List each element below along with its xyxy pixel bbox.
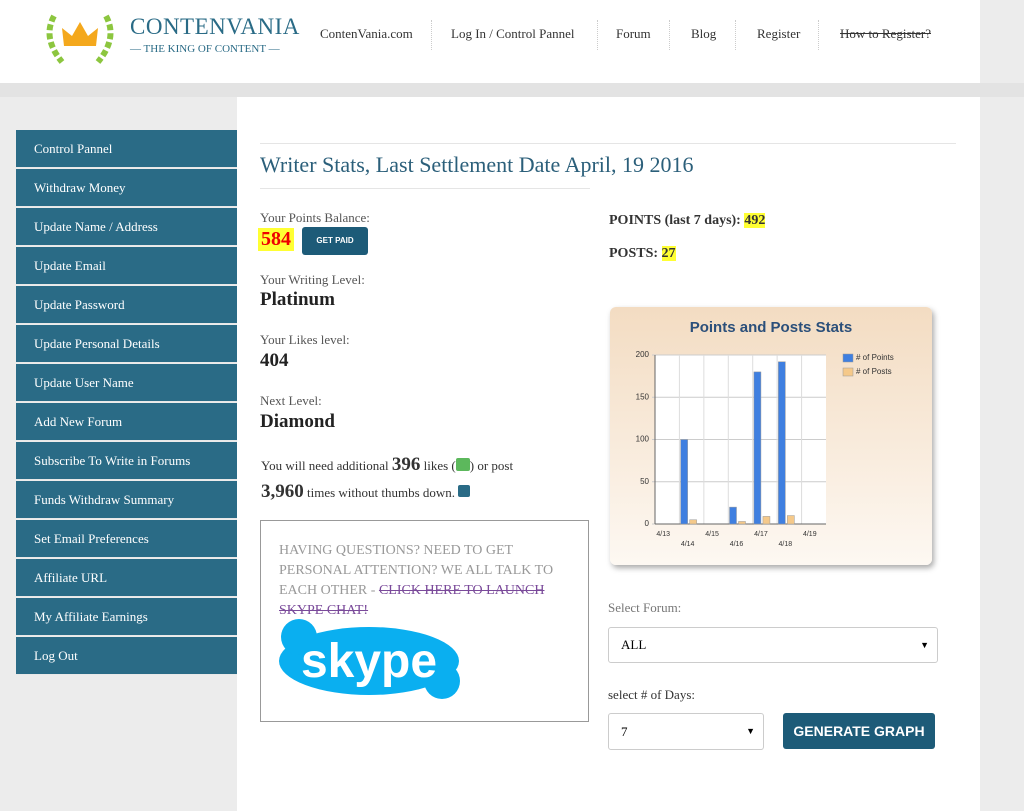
x-tick-label: 4/17 — [754, 531, 768, 538]
bar — [778, 361, 786, 525]
nav-link[interactable]: Forum — [616, 26, 651, 41]
logo-tagline: — THE KING OF CONTENT — — [130, 43, 280, 55]
logo-icon — [46, 14, 114, 64]
nav-separator — [669, 20, 670, 50]
bar — [729, 506, 737, 525]
text: ) or post — [469, 458, 514, 473]
nav-link[interactable]: How to Register? — [840, 26, 931, 41]
y-tick-label: 50 — [640, 477, 649, 486]
y-tick-label: 200 — [636, 350, 650, 359]
select-value: 7 — [621, 724, 628, 739]
x-tick-label: 4/19 — [803, 531, 817, 538]
label: select # of Days: — [608, 687, 696, 702]
divider — [0, 83, 1024, 97]
posts-needed: 3,960 — [261, 481, 304, 502]
sidebar-link[interactable]: Update Personal Details — [16, 325, 237, 363]
legend-label: # of Points — [856, 353, 894, 362]
next-level: Diamond — [260, 411, 335, 432]
sidebar-link[interactable]: Add New Forum — [16, 403, 237, 441]
legend-label: # of Posts — [856, 367, 892, 376]
nav-separator — [818, 20, 819, 50]
nav-separator — [735, 20, 736, 50]
sidebar-link[interactable]: Update Email — [16, 247, 237, 285]
forum-select[interactable]: ALL ▼ — [608, 627, 938, 663]
label: Next Level: — [260, 393, 322, 408]
thumbs-down-icon — [458, 485, 471, 497]
sidebar-link[interactable]: Set Email Preferences — [16, 520, 237, 558]
bar — [680, 439, 688, 525]
x-tick-label: 4/18 — [779, 541, 793, 548]
x-tick-label: 4/13 — [656, 531, 670, 538]
nav-link[interactable]: ContenVania.com — [320, 26, 413, 41]
logo-text: skype — [301, 635, 437, 688]
select-value: ALL — [621, 637, 647, 652]
sidebar-link[interactable]: Funds Withdraw Summary — [16, 481, 237, 519]
likes-level: 404 — [260, 350, 289, 371]
sidebar-link[interactable]: Update Name / Address — [16, 208, 237, 246]
header: CONTENVANIA — THE KING OF CONTENT — Cont… — [0, 0, 980, 83]
logo-title[interactable]: CONTENVANIA — [130, 14, 300, 39]
nav-link[interactable]: Blog — [691, 26, 717, 41]
bar — [753, 371, 762, 525]
x-tick-label: 4/14 — [681, 541, 695, 548]
y-tick-label: 150 — [636, 392, 650, 401]
label: Your Writing Level: — [260, 272, 365, 287]
label: POSTS: — [609, 246, 659, 261]
posts: 27 — [661, 246, 676, 261]
sidebar-link[interactable]: My Affiliate Earnings — [16, 598, 237, 636]
label: Your Likes level: — [260, 332, 350, 347]
likes-needed: 396 — [391, 454, 421, 475]
bar — [762, 516, 771, 525]
rule — [260, 143, 956, 144]
writing-level: Platinum — [260, 289, 335, 310]
text: likes ( — [423, 458, 456, 473]
legend-swatch — [842, 367, 854, 377]
dropdown-arrow: ▼ — [746, 726, 755, 736]
chart: Points and Posts Stats 0 50 100 150 200 4/13 4… — [610, 307, 932, 565]
sidebar-link[interactable]: Update Password — [16, 286, 237, 324]
x-tick-label: 4/15 — [705, 531, 719, 538]
help-text: HAVING QUESTIONS? NEED TO GET PERSONAL A… — [279, 541, 574, 621]
nav-link[interactable]: Register — [757, 26, 801, 41]
nav-separator — [431, 20, 432, 50]
bar — [689, 519, 697, 525]
text: You will need additional — [261, 458, 389, 473]
bar — [787, 515, 795, 525]
y-tick-label: 100 — [636, 435, 650, 444]
text: HAVING QUESTIONS? NEED TO GET PERSONAL A… — [279, 543, 554, 598]
legend-swatch — [842, 353, 854, 363]
chart-title: Points and Posts Stats — [690, 319, 853, 336]
label: POINTS (last 7 days): — [609, 213, 741, 228]
page-title: Writer Stats, Last Settlement Date April… — [260, 152, 694, 189]
sidebar-link[interactable]: Log Out — [16, 637, 237, 675]
bar — [738, 521, 746, 525]
y-tick-label: 0 — [645, 519, 650, 528]
label: Select Forum: — [608, 600, 682, 615]
skype-logo[interactable]: skype — [277, 617, 467, 701]
help-box: HAVING QUESTIONS? NEED TO GET PERSONAL A… — [260, 520, 589, 722]
dropdown-arrow: ▼ — [920, 640, 929, 650]
sidebar-link[interactable]: Withdraw Money — [16, 169, 237, 207]
points-balance: 584 — [258, 228, 294, 251]
nav-link[interactable]: Log In / Control Pannel — [451, 26, 575, 41]
label: Your Points Balance: — [260, 210, 370, 225]
x-tick-label: 4/16 — [730, 541, 744, 548]
sidebar-link[interactable]: Subscribe To Write in Forums — [16, 442, 237, 480]
points: 492 — [744, 213, 766, 228]
sidebar-link[interactable]: Update User Name — [16, 364, 237, 402]
get-paid-button[interactable]: GET PAID — [302, 227, 368, 255]
posts-summary: POSTS: 27 — [609, 246, 676, 262]
requirement-text: You will need additional 396 likes ( ) or… — [261, 452, 561, 506]
thumbs-up-icon — [455, 458, 470, 471]
nav-separator — [597, 20, 598, 50]
sidebar-link[interactable]: Affiliate URL — [16, 559, 237, 597]
days-select[interactable]: 7 ▼ — [608, 713, 764, 750]
generate-graph-button[interactable]: GENERATE GRAPH — [783, 713, 935, 749]
sidebar-link[interactable]: Control Pannel — [16, 130, 237, 168]
skype-link[interactable]: CLICK HERE TO LAUNCH SKYPE CHAT! — [279, 583, 545, 618]
points-summary: POINTS (last 7 days): 492 — [609, 213, 766, 229]
text: times without thumbs down. — [307, 485, 456, 500]
